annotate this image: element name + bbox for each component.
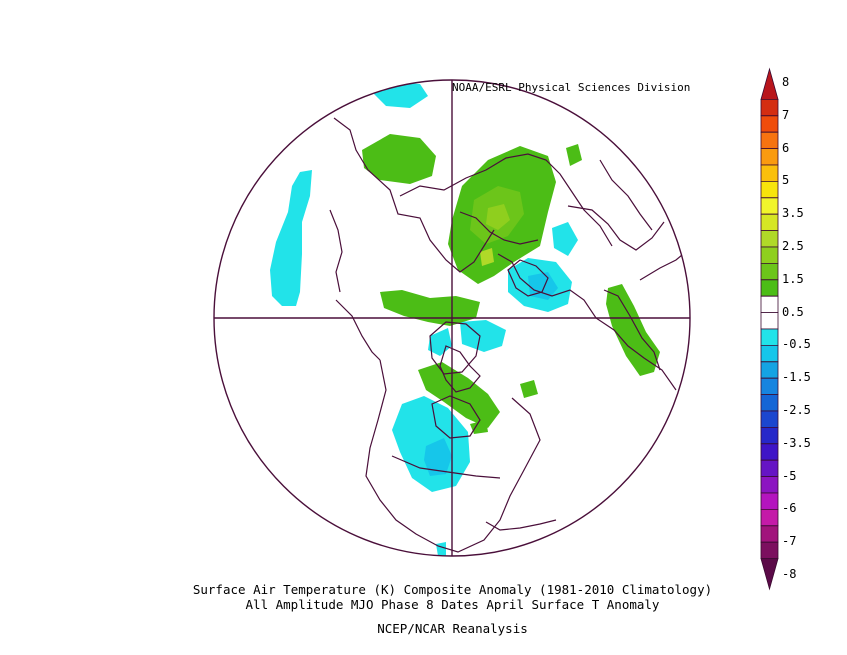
colorbar-swatch xyxy=(760,115,779,133)
colorbar-tick-label: -0.5 xyxy=(782,337,811,352)
cold-anomaly-north-america-core xyxy=(424,438,452,476)
colorbar-swatch xyxy=(760,410,779,428)
border-china xyxy=(599,159,653,231)
coastline-arctic-archipelago xyxy=(439,345,481,393)
warm-anomaly-siberia-north xyxy=(362,134,436,184)
cold-anomaly-siberia xyxy=(552,222,578,256)
colorbar-swatch xyxy=(760,476,779,494)
coastline-siberia xyxy=(333,117,495,273)
colorbar-swatch xyxy=(760,328,779,346)
coastlines xyxy=(329,83,689,553)
coastline-hudson-bay xyxy=(431,395,481,439)
colorbar-swatch xyxy=(760,427,779,445)
colorbar-swatch xyxy=(760,525,779,543)
colorbar-tick-label: 8 xyxy=(782,75,790,89)
colorbar-swatch xyxy=(760,164,779,182)
credit-label: NOAA/ESRL Physical Sciences Division xyxy=(452,81,691,94)
colorbar-swatch xyxy=(760,230,779,248)
colorbar-swatch xyxy=(760,197,779,215)
coastline-europe xyxy=(497,253,677,391)
colorbar-tick-label: 6 xyxy=(782,140,790,155)
caption-source: NCEP/NCAR Reanalysis xyxy=(377,621,528,636)
colorbar-swatch xyxy=(760,492,779,510)
colorbar-swatch xyxy=(760,394,779,412)
colorbar-swatch xyxy=(760,295,779,313)
caption-title: Surface Air Temperature (K) Composite An… xyxy=(192,582,713,597)
warm-anomaly-northeast-us xyxy=(470,420,488,434)
colorbar-swatch xyxy=(760,263,779,281)
warm-anomaly-india xyxy=(606,284,660,376)
coastline-alaska xyxy=(335,299,381,361)
colorbar-swatch xyxy=(760,541,779,559)
coastline-eurasia-arctic xyxy=(399,153,613,247)
coastline-kamchatka xyxy=(329,209,343,293)
map-boundary xyxy=(213,79,691,557)
colorbar-tick-label: -1.5 xyxy=(782,370,811,385)
colorbar-swatch xyxy=(760,181,779,199)
colorbar-swatch xyxy=(760,312,779,330)
colorbar-tick-label: 3.5 xyxy=(782,206,804,221)
colorbar-tick-label: -3.5 xyxy=(782,435,811,450)
colorbar-swatch xyxy=(760,246,779,264)
colorbar-swatch xyxy=(760,558,779,591)
cold-anomaly-pacific-strip xyxy=(270,170,312,306)
warm-anomaly-east-asia xyxy=(566,144,582,166)
colorbar-tick-label: -5 xyxy=(782,468,797,483)
warm-anomaly-atlantic xyxy=(520,380,538,398)
colorbar-tick-label: 5 xyxy=(782,173,790,188)
border-us-canada xyxy=(391,455,501,479)
colorbar-tick-label: 7 xyxy=(782,107,790,122)
coastline-caribbean xyxy=(485,519,557,531)
colorbar xyxy=(760,67,779,591)
colorbar-swatch xyxy=(760,361,779,379)
colorbar-tick-label: 2.5 xyxy=(782,239,804,253)
colorbar-swatch xyxy=(760,377,779,395)
colorbar-swatch xyxy=(760,131,779,149)
colorbar-tick-label: -2.5 xyxy=(782,403,811,417)
border-east-asia xyxy=(567,205,665,251)
anomaly-field xyxy=(270,82,660,556)
cold-anomaly-mexico xyxy=(436,542,446,556)
coastline-north-america xyxy=(365,359,541,553)
colorbar-swatch xyxy=(760,99,779,117)
colorbar-swatch xyxy=(760,345,779,363)
warm-anomaly-eurasia-peak xyxy=(486,204,510,230)
colorbar-swatch xyxy=(760,509,779,527)
colorbar-swatch xyxy=(760,443,779,461)
caption-subtitle: All Amplitude MJO Phase 8 Dates April Su… xyxy=(245,597,660,612)
colorbar-tick-label: 1.5 xyxy=(782,271,804,286)
border-russia-europe xyxy=(459,211,539,245)
colorbar-swatch xyxy=(760,459,779,477)
colorbar-swatch xyxy=(760,213,779,231)
coastline-scandinavia xyxy=(507,259,549,297)
coastline-east-asia xyxy=(329,83,385,111)
colorbar-tick-label: -6 xyxy=(782,501,797,516)
cold-anomaly-scandinavia-core xyxy=(528,272,558,300)
warm-anomaly-hudson xyxy=(418,362,500,428)
coastline-india-sea xyxy=(603,289,661,371)
colorbar-swatch xyxy=(760,279,779,297)
colorbar-tick-label: -7 xyxy=(782,534,797,549)
colorbar-swatch xyxy=(760,148,779,166)
warm-anomaly-arctic-band xyxy=(380,290,480,326)
colorbar-tick-label: -8 xyxy=(782,567,797,581)
colorbar-swatch xyxy=(760,67,779,100)
cold-anomaly-greenland-region xyxy=(428,328,452,356)
warm-anomaly-eurasia-center xyxy=(480,248,494,266)
colorbar-tick-label: 0.5 xyxy=(782,304,804,319)
